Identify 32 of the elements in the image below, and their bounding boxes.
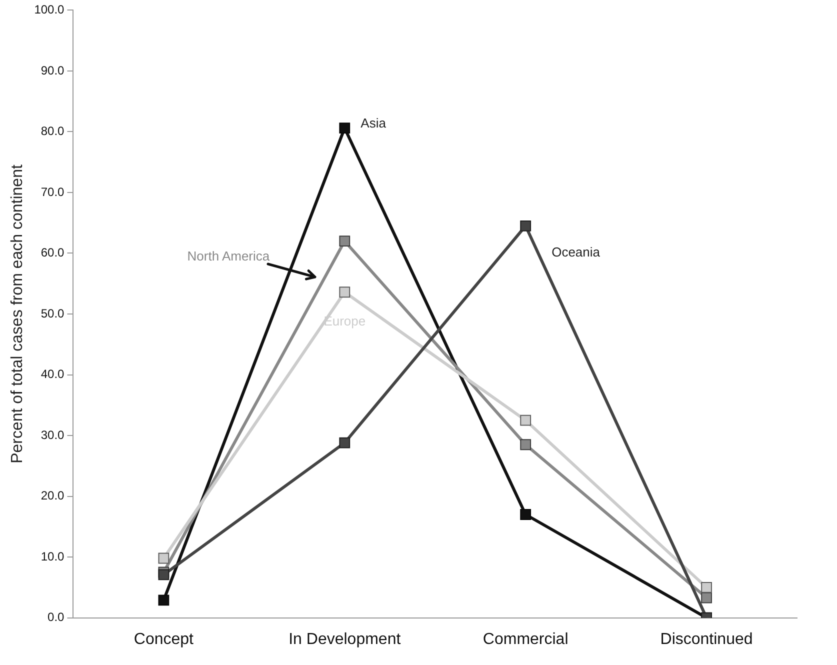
y-tick-label: 30.0 — [40, 428, 65, 442]
point — [339, 437, 350, 448]
point — [520, 509, 532, 520]
point — [158, 569, 170, 580]
series-label: Asia — [360, 116, 387, 131]
point — [158, 552, 170, 564]
x-tick-label: In Development — [288, 630, 402, 648]
point — [701, 592, 712, 604]
y-tick-label: 80.0 — [40, 124, 65, 138]
y-tick-label: 70.0 — [40, 184, 65, 199]
y-tick-label: 10.0 — [40, 549, 65, 564]
y-tick-label: 20.0 — [40, 488, 65, 503]
y-tick-label: 40.0 — [40, 367, 65, 382]
y-axis-title: Percent of total cases from each continent — [9, 164, 26, 464]
point — [520, 220, 532, 232]
y-tick-label: 60.0 — [40, 246, 65, 260]
point — [339, 286, 350, 298]
point — [520, 439, 532, 450]
y-tick-label: 90.0 — [40, 63, 65, 78]
x-tick-label: Commercial — [482, 630, 568, 648]
y-tick-label: 100.0 — [34, 2, 65, 17]
y-tick-label: 0.0 — [48, 610, 65, 624]
text: North America — [187, 248, 270, 264]
point — [339, 236, 350, 247]
point — [339, 122, 350, 134]
point — [158, 594, 170, 606]
point — [520, 414, 532, 426]
x-tick-label: Discontinued — [660, 630, 753, 648]
series-label: Oceania — [552, 244, 601, 260]
y-tick-label: 50.0 — [40, 306, 65, 320]
point — [701, 582, 712, 593]
x-tick-label: Concept — [134, 630, 194, 648]
